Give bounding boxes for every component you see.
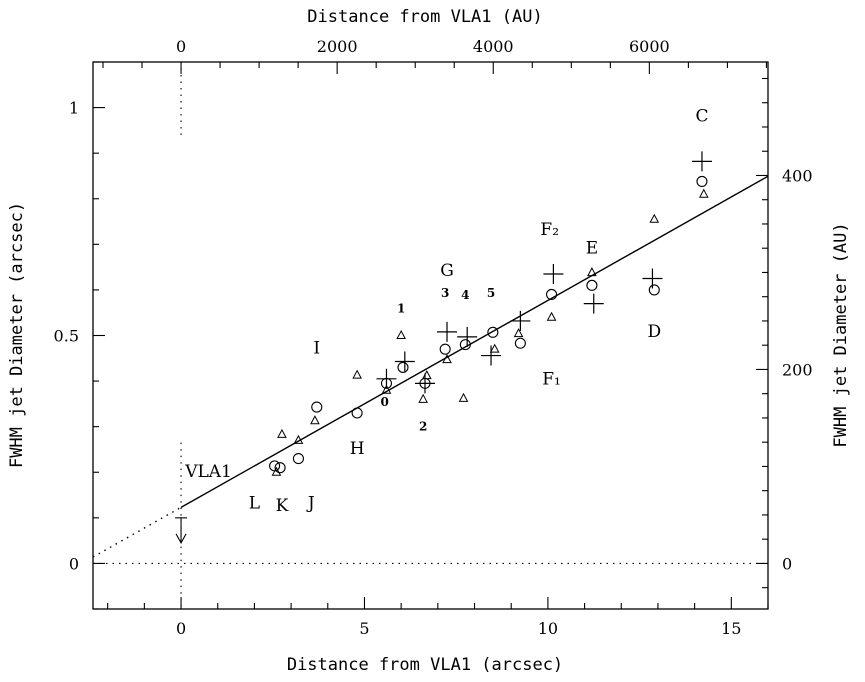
y2-tick-label: 0 [782,554,792,573]
annotation-label: 2 [419,419,427,433]
triangle-point [649,213,660,223]
triangle-point [310,415,320,425]
annotation-label: K [276,496,289,516]
annotation-label: E [586,238,598,258]
triangle-point [352,369,362,379]
triangle-point [489,343,500,353]
reference-lines [93,62,768,609]
triangle-point [421,370,432,380]
plus-point [481,345,502,366]
x-tick-label: 5 [359,619,369,638]
triangle-point [458,392,469,402]
annotation-label: L [249,494,260,514]
circle-point [274,462,286,474]
triangle-point [442,354,452,364]
annotation-label: G [440,261,454,281]
fit-line [92,175,769,558]
annotation-label: H [350,439,365,459]
x2-tick-label: 2000 [317,37,358,56]
circle-point [586,279,598,291]
plus-point [457,326,478,347]
annotation-label: I [313,339,320,359]
plus-point [583,293,604,314]
y-tick-label: 0.5 [54,327,79,346]
circle-point [269,460,281,472]
fit-line-extrapolated [92,506,182,558]
annotation-label: D [647,322,661,342]
y2-axis-label: FWHM jet Diameter (AU) [831,222,851,447]
triangle-point [587,267,597,277]
x2-tick-label: 4000 [473,37,514,56]
plus-point [510,310,531,331]
circle-point [487,326,499,338]
annotation-label: 4 [461,288,469,302]
annotation-label: F₂ [540,220,559,240]
triangle-point [271,466,282,476]
plus-point [437,321,458,342]
annotations: C F₂ E G D F₁ I H VLA1 L K J 1 3 4 5 0 2 [184,106,708,516]
x2-tick-label: 6000 [629,37,670,56]
x-tick-label: 10 [538,619,558,638]
y-axis-label: FWHM jet Diameter (arcsec) [7,202,27,468]
x-tick-label: 0 [176,619,186,638]
triangle-point [293,434,304,444]
circle-point [459,339,471,351]
annotation-label: 1 [397,302,405,316]
x-tick-label: 15 [721,619,741,638]
triangle-point [546,311,557,321]
plus-point [642,268,663,289]
circle-point [439,343,451,355]
annotation-label: F₁ [542,370,561,390]
annotation-label: C [695,106,708,126]
annotation-label: 0 [380,395,388,409]
triangle-point [277,428,287,438]
triangle-point [418,393,428,403]
upper-limit-arrowhead [175,533,187,544]
y-tick-label: 0 [69,554,79,573]
circle-point [397,361,409,373]
plus-point [543,263,564,284]
plus-point [376,368,397,389]
data-points [175,151,712,544]
x2-tick-label: 0 [176,37,186,56]
circle-point [648,284,660,296]
plus-point [394,351,415,372]
triangle-point [381,384,392,394]
circle-point [292,453,304,465]
circle-point [546,288,558,301]
annotation-label: VLA1 [184,462,232,482]
annotation-label: 5 [487,286,495,300]
annotation-label: J [306,494,315,514]
circle-point [351,407,363,419]
plot-frame [92,61,769,610]
fit-line-solid [180,175,769,508]
plus-point [414,373,435,394]
circle-point [696,175,708,187]
plus-point [691,151,712,172]
y2-tick-label: 200 [782,360,813,379]
y2-tick-label: 400 [782,166,813,185]
x2-axis-label: Distance from VLA1 (AU) [307,7,542,27]
circle-point [311,401,323,413]
triangle-point [396,329,406,339]
triangle-point [513,328,524,338]
annotation-label: 3 [441,286,449,300]
y-tick-label: 1 [69,99,79,118]
x-axis-label: Distance from VLA1 (arcsec) [287,655,563,675]
triangle-point [698,188,709,198]
ticks [93,61,769,610]
circle-point [514,337,526,349]
